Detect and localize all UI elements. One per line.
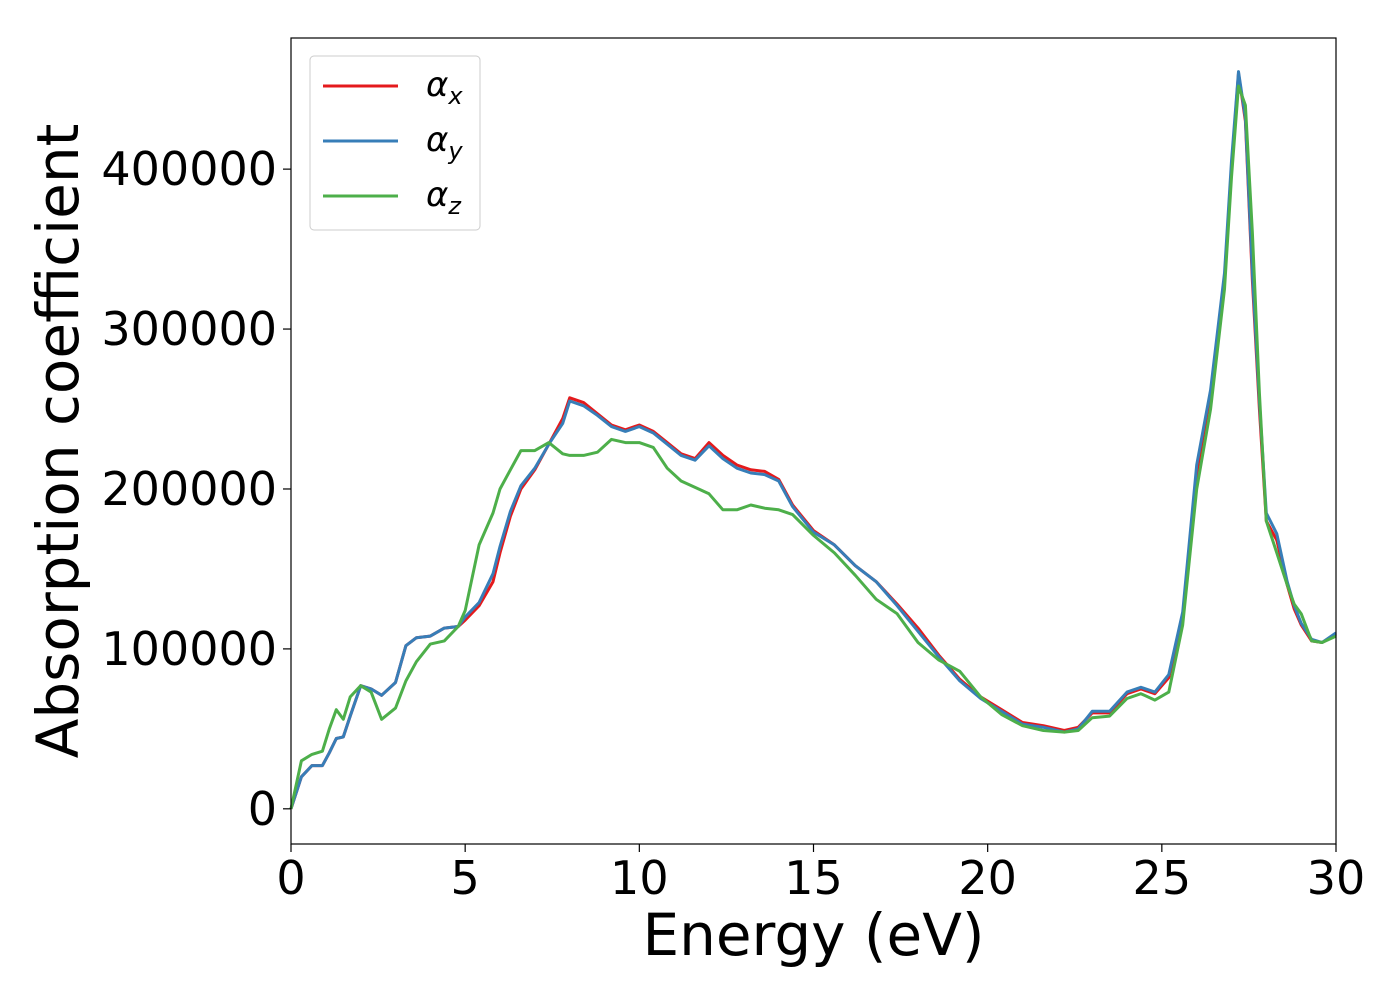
x-tick-label: 20 — [958, 851, 1017, 905]
x-tick-label: 5 — [451, 851, 480, 905]
legend-label-x: αx — [426, 65, 463, 110]
x-tick-label: 0 — [276, 851, 305, 905]
series-line-y — [289, 70, 1337, 810]
x-tick-label: 10 — [610, 851, 669, 905]
y-tick-label: 300000 — [101, 302, 277, 356]
x-tick-label: 25 — [1133, 851, 1192, 905]
x-tick-label: 15 — [784, 851, 843, 905]
y-tick-label: 0 — [248, 782, 277, 836]
y-axis-ticks: 0 100000 200000 300000 400000 — [101, 142, 291, 836]
y-tick-label: 400000 — [101, 142, 277, 196]
x-tick-label: 30 — [1307, 851, 1366, 905]
legend-label-y: αy — [426, 120, 463, 165]
series-layer — [289, 70, 1337, 810]
series-line-z — [289, 84, 1337, 810]
y-tick-label: 100000 — [101, 622, 277, 676]
legend-label-z: αz — [426, 175, 462, 220]
x-axis-ticks: 0 5 10 15 20 25 30 — [276, 844, 1365, 905]
legend: αx αy αz — [309, 55, 481, 231]
y-tick-label: 200000 — [101, 462, 277, 516]
legend-box — [309, 55, 481, 231]
x-axis-title: Energy (eV) — [642, 901, 984, 969]
y-axis-title: Absorption coefficient — [24, 124, 92, 759]
